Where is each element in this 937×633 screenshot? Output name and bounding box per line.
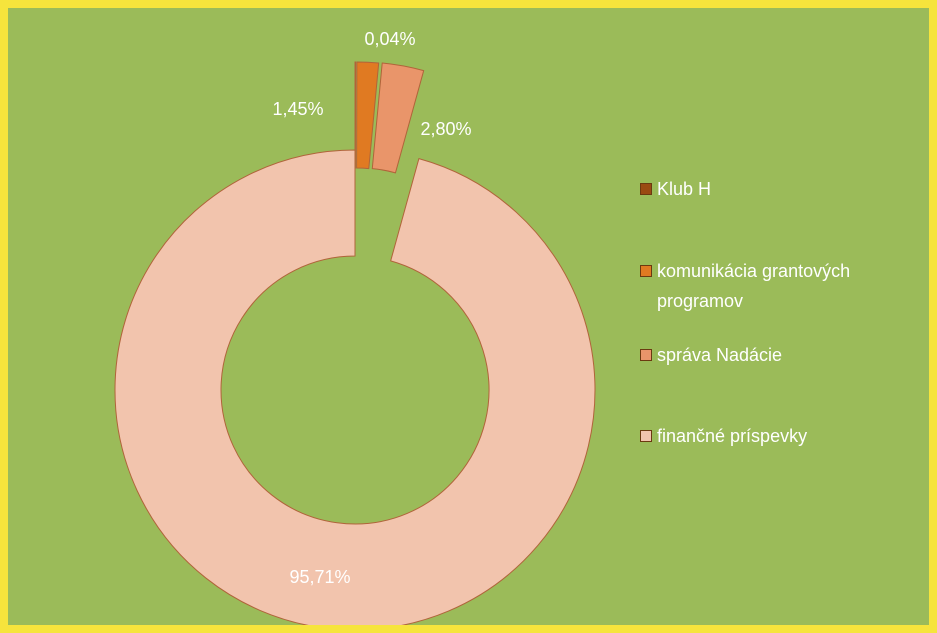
legend-item: finančné príspevky	[640, 421, 807, 451]
plot-area: 0,04% 1,45% 2,80% 95,71% Klub H komunikácia …	[8, 8, 929, 625]
legend-swatch	[640, 183, 652, 195]
slice	[371, 62, 425, 174]
slice	[114, 149, 596, 625]
data-label: 95,71%	[289, 567, 350, 587]
legend-label: Klub H	[657, 179, 712, 199]
legend-label: správa Nadácie	[657, 345, 783, 365]
data-label: 1,45%	[272, 99, 323, 119]
chart: 0,04% 1,45% 2,80% 95,71%	[114, 29, 596, 625]
legend-item: Klub H	[640, 174, 711, 204]
data-label: 0,04%	[364, 29, 415, 49]
data-label: 2,80%	[420, 119, 471, 139]
legend-label: finančné príspevky	[657, 426, 808, 446]
legend-swatch	[640, 349, 652, 361]
legend-swatch	[640, 430, 652, 442]
legend-item: komunikácia grantových programov	[640, 256, 929, 316]
legend-label: komunikácia grantových programov	[657, 261, 851, 311]
legend-item: správa Nadácie	[640, 340, 782, 370]
slice	[356, 61, 380, 170]
legend-swatch	[640, 265, 652, 277]
